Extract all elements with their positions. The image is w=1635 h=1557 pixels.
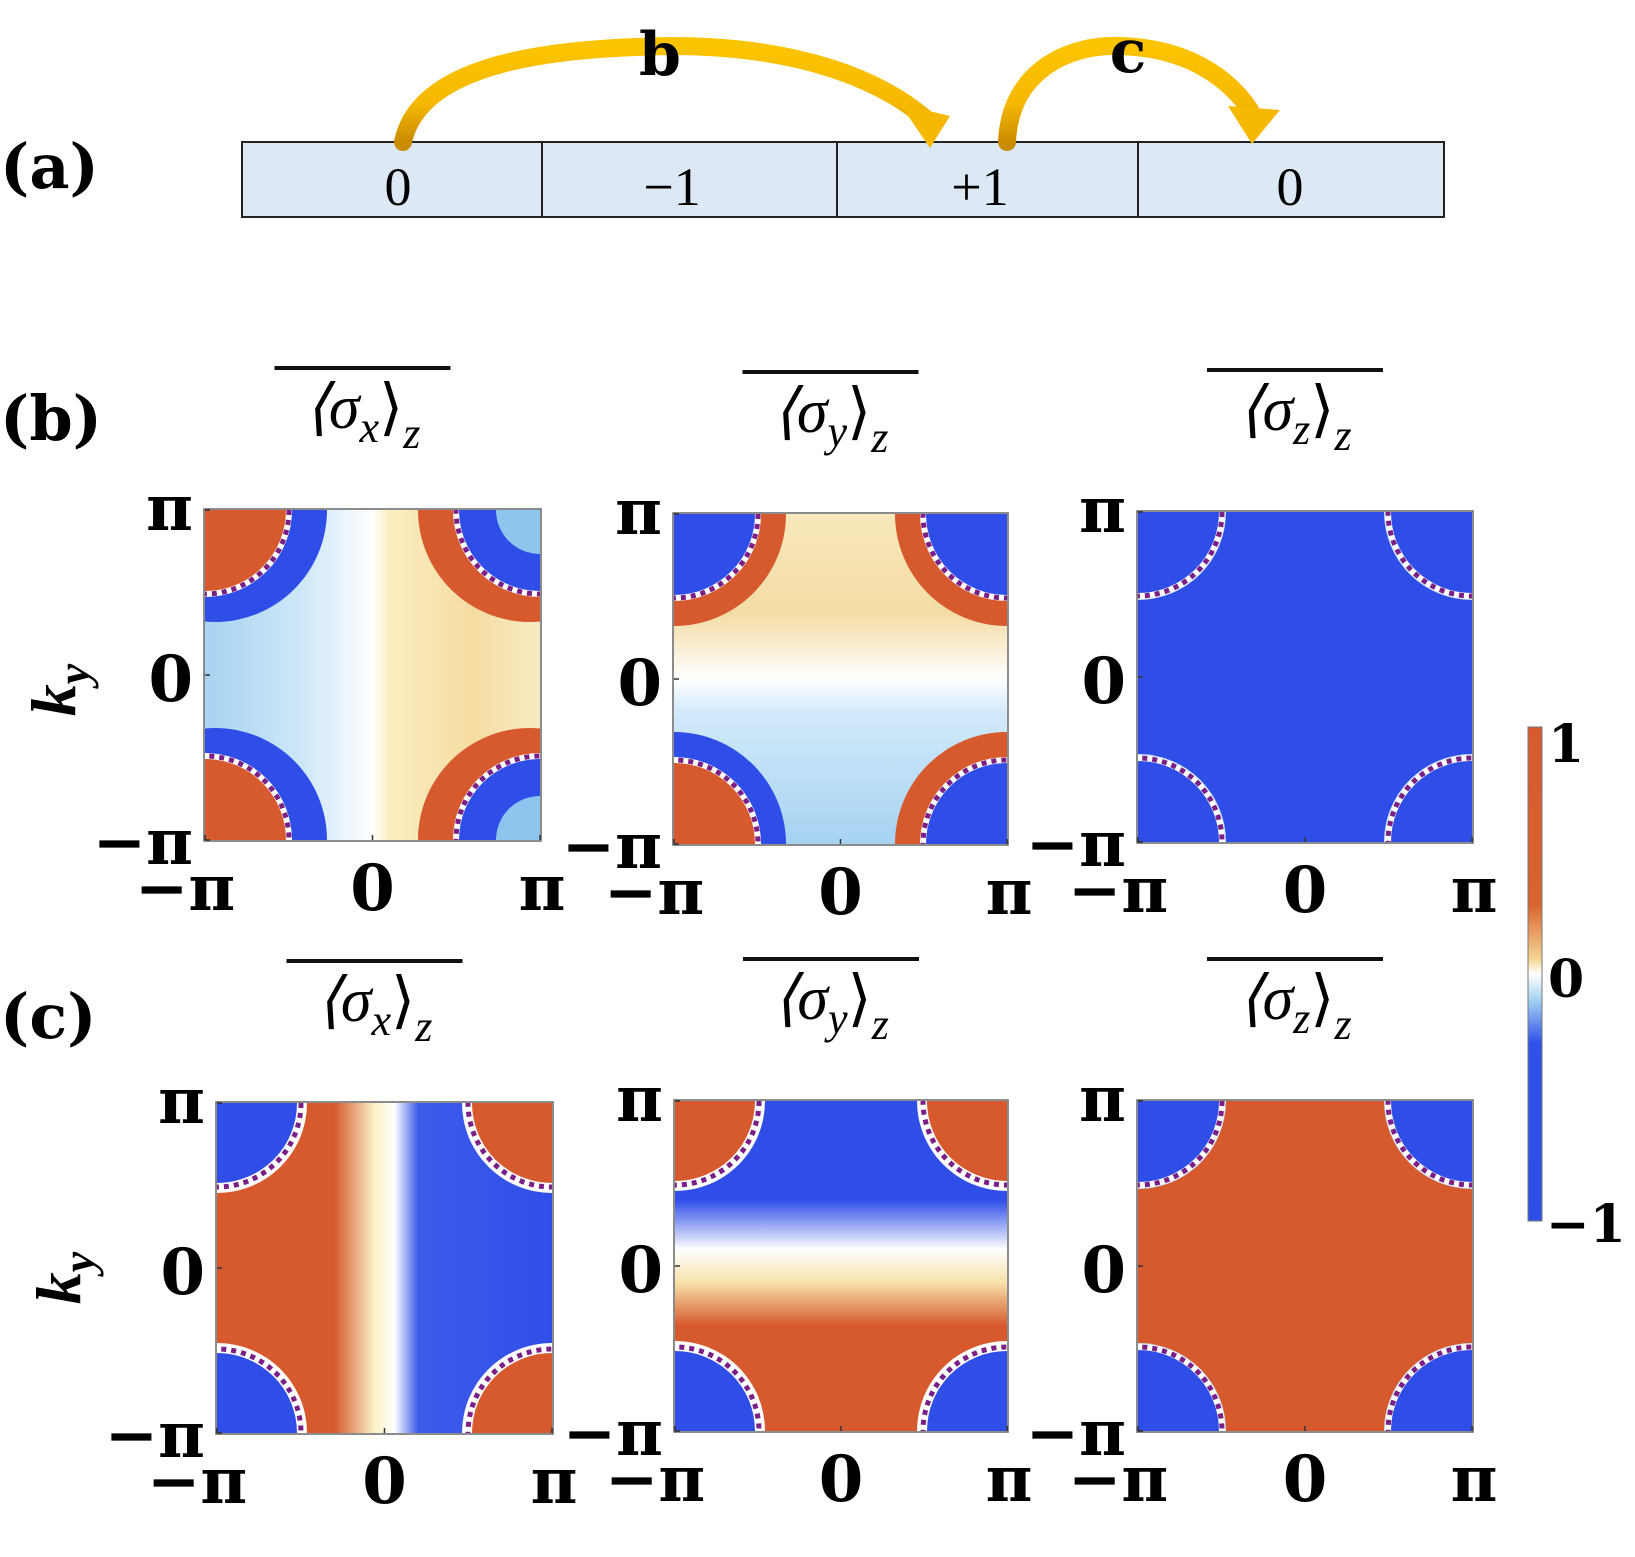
colorbar-tick-zero: 0: [1548, 949, 1584, 1010]
panel-title: ⟨σz⟩z: [1238, 965, 1351, 1049]
y-tick-label: −π: [105, 1398, 205, 1473]
x-tick-label: π: [1451, 1442, 1498, 1517]
x-tick-label: π: [986, 855, 1033, 930]
row-b-label: (b): [0, 382, 102, 455]
x-tick-label: −π: [1068, 853, 1168, 928]
arrow-b-label: b: [639, 20, 681, 90]
y-tick-label: π: [158, 1064, 205, 1139]
heatmap-bx: ⟨σx⟩z −π 0 π π 0 −π: [93, 366, 566, 926]
x-tick-label: −π: [135, 851, 235, 926]
plot-frame: [1136, 1099, 1474, 1433]
cell-strip: 0 −1 +1 0: [241, 141, 1445, 218]
x-tick-label: −π: [604, 855, 704, 930]
panel-a-label: (a): [0, 130, 99, 203]
plot-frame: [215, 1101, 554, 1435]
x-tick-label: 0: [1283, 853, 1328, 928]
y-tick-label: 0: [618, 1233, 663, 1308]
hopping-arrow-c: c: [998, 17, 1280, 151]
panel-title: ⟨σy⟩z: [773, 378, 889, 462]
heatmap-cz: ⟨σz⟩z −π 0 π π 0 −π: [1026, 957, 1498, 1517]
plot-frame: [673, 1099, 1009, 1433]
arrow-c-label: c: [1110, 17, 1147, 87]
y-tick-label: 0: [160, 1235, 205, 1310]
panel-title: ⟨σx⟩z: [317, 967, 433, 1051]
arrow-b-head: [900, 104, 950, 148]
plot-frame: [203, 508, 542, 842]
x-tick-label: 0: [819, 1442, 864, 1517]
row-c-label: (c): [0, 980, 96, 1053]
cell-2-label: +1: [951, 157, 1008, 217]
heatmap-cx: ⟨σx⟩z −π 0 π π 0 −π: [105, 959, 578, 1519]
hopping-arrow-b: b: [394, 20, 950, 151]
y-tick-label: π: [616, 1062, 663, 1137]
x-tick-label: −π: [147, 1444, 247, 1519]
x-tick-label: π: [986, 1442, 1033, 1517]
plot-frame: [672, 512, 1009, 846]
x-tick-label: 0: [818, 855, 863, 930]
heatmap-panels: ⟨σx⟩z−π 0 ππ0−π⟨σy⟩z−π 0 ππ0−π⟨σz⟩z−π 0 ππ0−π⟨…: [93, 366, 1498, 1519]
heatmap-cy: ⟨σy⟩z −π 0 π π 0 −π: [563, 957, 1033, 1517]
y-tick-label: −π: [1026, 807, 1126, 882]
cell-1-label: −1: [643, 157, 700, 217]
y-tick-label: π: [615, 475, 662, 550]
y-tick-label: −π: [1026, 1396, 1126, 1471]
panel-title: ⟨σx⟩z: [305, 374, 421, 458]
x-tick-label: π: [1451, 853, 1498, 928]
colorbar-tick-min: −1: [1546, 1194, 1626, 1255]
ylabel-row-c: ky: [23, 1251, 104, 1304]
heatmap-bz: ⟨σz⟩z −π 0 π π 0 −π: [1026, 368, 1498, 928]
x-tick-label: 0: [350, 851, 395, 926]
ylabel-row-b: ky: [18, 663, 99, 716]
x-tick-label: −π: [1068, 1442, 1168, 1517]
cell-3-label: 0: [1277, 157, 1304, 217]
y-tick-label: −π: [563, 1396, 663, 1471]
x-tick-label: π: [519, 851, 566, 926]
x-tick-label: 0: [362, 1444, 407, 1519]
colorbar-tick-max: 1: [1548, 714, 1584, 775]
strip-frame: [241, 141, 1445, 218]
y-tick-label: π: [1079, 473, 1126, 548]
plot-frame: [1136, 510, 1474, 844]
panel-title: ⟨σz⟩z: [1238, 376, 1351, 460]
panel-title: ⟨σy⟩z: [773, 965, 889, 1049]
y-tick-label: 0: [617, 646, 662, 721]
y-tick-label: π: [146, 471, 193, 546]
cell-0-label: 0: [385, 157, 412, 217]
y-tick-label: −π: [562, 809, 662, 884]
y-tick-label: π: [1079, 1062, 1126, 1137]
heatmap-by: ⟨σy⟩z −π 0 π π 0 −π: [562, 370, 1033, 930]
x-tick-label: −π: [605, 1442, 705, 1517]
colorbar: 1 0 −1: [1527, 714, 1626, 1255]
colorbar-gradient: [1527, 726, 1543, 1222]
arrow-c-head: [1228, 106, 1280, 144]
y-tick-label: −π: [93, 805, 193, 880]
x-tick-label: 0: [1283, 1442, 1328, 1517]
y-tick-label: 0: [1081, 644, 1126, 719]
y-tick-label: 0: [148, 642, 193, 717]
x-tick-label: π: [531, 1444, 578, 1519]
y-tick-label: 0: [1081, 1233, 1126, 1308]
